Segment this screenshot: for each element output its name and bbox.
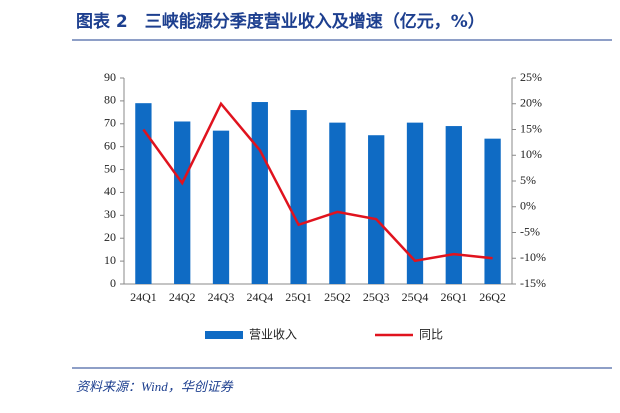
bar (174, 121, 191, 284)
source: 资料来源：Wind，华创证券 (76, 379, 234, 394)
bar (212, 130, 230, 284)
line (142, 101, 493, 263)
y2-tick-label: -5% (520, 224, 540, 238)
x-tick-label: 26Q2 (479, 290, 506, 304)
x-tick-label: 24Q2 (169, 290, 196, 304)
y2-tick-label: 25% (520, 70, 542, 84)
bar (329, 122, 346, 284)
y-tick-label: 20 (104, 230, 116, 244)
bar (290, 110, 307, 285)
x-tick-label: 25Q2 (324, 290, 351, 304)
y-tick-label: 10 (104, 253, 116, 267)
y-tick-label: 60 (104, 138, 116, 152)
y-tick-label: 50 (104, 161, 116, 175)
y-tick-label: 30 (104, 207, 116, 221)
y-tick-label: 0 (110, 276, 116, 290)
y-tick-label: 90 (104, 70, 116, 84)
legend-label: 营业收入 (249, 328, 297, 342)
x-tick-label: 25Q1 (285, 290, 312, 304)
y-tick-label: 70 (104, 116, 116, 130)
x-tick-label: 24Q3 (208, 290, 235, 304)
y2-tick-label: 15% (520, 121, 542, 135)
y2-tick-label: 20% (520, 96, 542, 110)
legend-label: 同比 (419, 328, 443, 342)
bar (251, 102, 268, 285)
y2-tick-label: 0% (520, 199, 536, 213)
x-tick-label: 25Q3 (363, 290, 390, 304)
bar (406, 122, 424, 284)
y2-tick-label: 5% (520, 173, 536, 187)
bar (135, 103, 152, 284)
y2-tick-label: -15% (520, 276, 546, 290)
chart-title: 图表 2 三峡能源分季度营业收入及增速（亿元，%） (76, 11, 485, 32)
bar (368, 135, 385, 284)
bar (445, 126, 462, 284)
y2-tick-label: -10% (520, 250, 546, 264)
bar (484, 138, 501, 284)
y2-tick-label: 10% (520, 147, 542, 161)
legend-swatch (205, 331, 243, 339)
x-tick-label: 25Q4 (402, 290, 429, 304)
y-tick-label: 80 (104, 93, 116, 107)
x-tick-label: 24Q1 (130, 290, 157, 304)
x-tick-label: 24Q4 (246, 290, 273, 304)
x-tick-label: 26Q1 (440, 290, 467, 304)
y-tick-label: 40 (104, 184, 116, 198)
